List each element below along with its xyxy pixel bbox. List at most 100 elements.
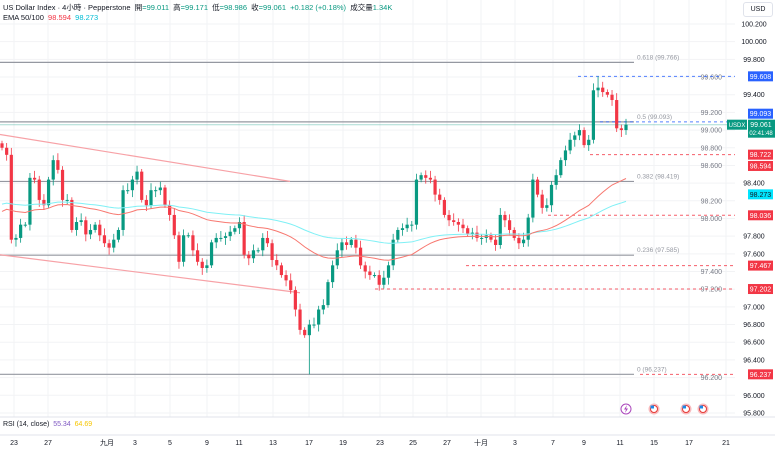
candle-body xyxy=(391,239,395,266)
chart-legend: US Dollar Index · 4小時 · Pepperstone 開=99… xyxy=(3,3,392,23)
candle-body xyxy=(535,179,540,195)
y-tick-label: 97.400 xyxy=(701,269,723,276)
candle-body xyxy=(293,290,297,310)
last-price-label: 99.061 xyxy=(750,122,772,129)
countdown-label: 02:41:48 xyxy=(749,131,773,137)
y-tick-label: 97.000 xyxy=(743,304,765,311)
fib-level-label: 0 (96.237) xyxy=(637,366,667,373)
candle-body xyxy=(60,169,65,200)
candle-body xyxy=(9,154,13,240)
price-badge xyxy=(748,149,773,160)
y-tick-label: 96.400 xyxy=(743,357,765,364)
y-tick-label: 99.400 xyxy=(743,92,765,99)
channel-lower-line xyxy=(0,254,301,294)
price-badge xyxy=(748,160,773,171)
candle-body xyxy=(466,228,470,234)
candle-body xyxy=(116,229,121,240)
candle-body xyxy=(223,236,228,238)
candle-body xyxy=(74,222,79,230)
y-tick-label: 98.600 xyxy=(701,163,723,170)
candle-body xyxy=(242,222,246,255)
candle-body xyxy=(163,187,167,206)
candle-body xyxy=(14,237,18,240)
fib-level-label: 0.382 (98.419) xyxy=(637,173,679,180)
x-tick-label: 23 xyxy=(10,440,18,447)
ema50-line xyxy=(1,178,627,261)
ema50-value: 98.594 xyxy=(48,13,71,22)
x-tick-label: 27 xyxy=(443,440,451,447)
candle-body xyxy=(386,265,391,278)
symbol-title[interactable]: US Dollar Index · 4小時 · Pepperstone xyxy=(3,3,131,12)
candle-body xyxy=(154,190,158,192)
x-tick-label: 3 xyxy=(513,440,517,447)
y-tick-label: 100.200 xyxy=(741,22,766,29)
ema-label[interactable]: EMA 50/100 xyxy=(3,13,44,22)
price-badge-label: 98.594 xyxy=(750,163,772,170)
candle-body xyxy=(521,239,526,244)
candle-body xyxy=(363,265,367,272)
candle-body xyxy=(554,175,558,185)
x-tick-label: 5 xyxy=(168,440,172,447)
candle-body xyxy=(531,179,535,218)
candle-body xyxy=(489,235,493,240)
candle-body xyxy=(5,147,9,155)
candle-body xyxy=(424,175,428,178)
candle-body xyxy=(93,224,97,230)
candle-body xyxy=(177,235,181,262)
y-tick-label: 99.800 xyxy=(743,57,765,64)
symbol-badge-label: USDX xyxy=(729,123,746,129)
candle-body xyxy=(51,160,55,180)
candle-body xyxy=(326,282,330,306)
candle-body xyxy=(573,135,577,140)
x-tick-label: 9 xyxy=(205,440,209,447)
candle-body xyxy=(219,237,223,239)
us-flag-canton-icon xyxy=(682,405,686,409)
candle-body xyxy=(568,139,572,151)
price-badge-label: 96.237 xyxy=(750,372,772,379)
y-tick-label: 96.600 xyxy=(743,340,765,347)
y-tick-label: 99.600 xyxy=(701,75,723,82)
rsi-legend[interactable]: RSI (14, close) 55.34 64.69 xyxy=(3,421,92,428)
candle-body xyxy=(65,199,69,201)
candle-body xyxy=(331,265,335,283)
price-badge-label: 99.608 xyxy=(750,74,772,81)
candle-body xyxy=(615,100,619,129)
candle-body xyxy=(270,243,274,261)
candle-body xyxy=(317,309,321,325)
candle-body xyxy=(368,271,372,276)
candle-body xyxy=(251,250,256,259)
candle-body xyxy=(289,280,293,291)
fib-level-label: 0.5 (99.093) xyxy=(637,114,672,121)
y-tick-label: 98.400 xyxy=(743,181,765,188)
candle-body xyxy=(340,242,344,251)
x-tick-label: 13 xyxy=(269,440,277,447)
last-price-badge xyxy=(748,119,775,138)
price-badge-label: 99.093 xyxy=(750,111,772,118)
candle-body xyxy=(354,239,358,248)
candle-body xyxy=(140,171,144,200)
candle-body xyxy=(182,235,186,262)
y-tick-label: 99.000 xyxy=(701,128,723,135)
candle-body xyxy=(28,177,32,225)
candle-body xyxy=(372,275,377,277)
candle-body xyxy=(168,205,172,215)
candle-body xyxy=(70,199,74,230)
y-tick-label: 97.800 xyxy=(743,234,765,241)
candle-body xyxy=(587,139,591,146)
candle-body xyxy=(312,324,316,326)
y-tick-label: 96.800 xyxy=(743,322,765,329)
volume-label: 成交量 xyxy=(350,3,373,12)
price-badge-label: 97.467 xyxy=(750,263,772,270)
currency-button[interactable]: USD xyxy=(743,2,773,17)
candle-body xyxy=(172,214,176,236)
candle-body xyxy=(279,265,284,276)
candle-body xyxy=(624,124,628,131)
candle-body xyxy=(237,222,242,229)
x-tick-label: 十月 xyxy=(474,438,488,447)
y-tick-label: 97.600 xyxy=(743,251,765,258)
candle-body xyxy=(126,190,130,192)
candle-body xyxy=(112,239,116,248)
ema100-line xyxy=(1,200,627,244)
price-badge xyxy=(748,210,773,221)
